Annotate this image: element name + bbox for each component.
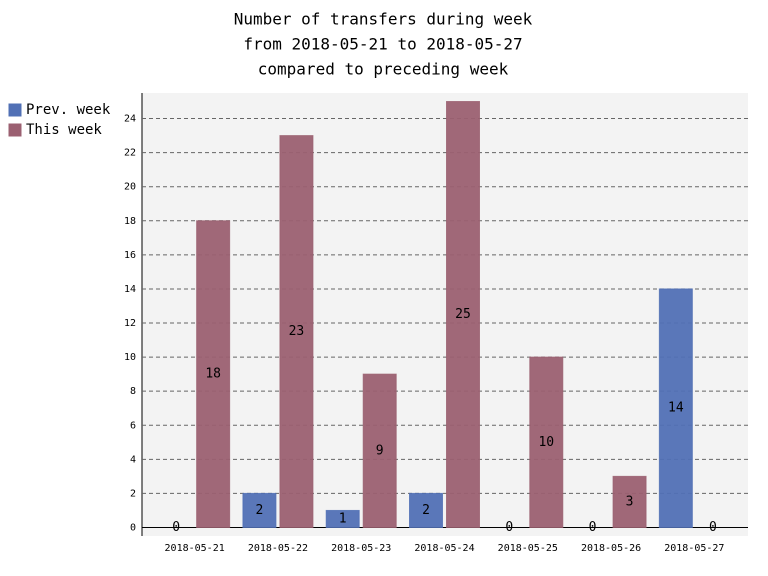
legend-swatch <box>8 103 22 117</box>
x-tick-label: 2018-05-21 <box>165 543 225 554</box>
bar <box>658 288 693 528</box>
value-label: 1 <box>339 511 347 526</box>
legend-label: This week <box>26 122 102 138</box>
x-tick-label: 2018-05-26 <box>581 543 641 554</box>
legend-label: Prev. week <box>26 102 111 118</box>
value-label: 2 <box>256 503 264 518</box>
y-tick-label: 0 <box>130 522 136 533</box>
value-label: 0 <box>709 520 717 535</box>
y-tick-label: 2 <box>130 488 136 499</box>
x-tick-label: 2018-05-27 <box>664 543 724 554</box>
value-label: 2 <box>422 503 430 518</box>
bar <box>242 492 277 528</box>
value-label: 18 <box>205 367 221 382</box>
bar <box>196 220 231 528</box>
x-tick-label: 2018-05-22 <box>248 543 308 554</box>
bar <box>325 509 360 528</box>
value-label: 3 <box>626 494 634 509</box>
y-tick-label: 14 <box>124 284 136 295</box>
y-tick-label: 24 <box>124 114 136 125</box>
y-tick-label: 22 <box>124 148 136 159</box>
x-tick-label: 2018-05-23 <box>331 543 391 554</box>
bar <box>529 356 564 528</box>
y-tick-label: 18 <box>124 216 136 227</box>
y-tick-label: 4 <box>130 454 136 465</box>
chart-title: compared to preceding week <box>258 60 509 79</box>
bar <box>279 135 314 528</box>
value-label: 9 <box>376 443 384 458</box>
bar <box>362 373 397 528</box>
bar <box>612 475 647 528</box>
value-label: 25 <box>455 307 471 322</box>
y-tick-label: 16 <box>124 250 136 261</box>
bar <box>409 492 443 528</box>
y-tick-label: 10 <box>124 352 136 363</box>
value-label: 10 <box>538 435 554 450</box>
chart-title: Number of transfers during week <box>234 10 533 29</box>
legend-swatch <box>8 123 22 137</box>
y-tick-label: 6 <box>130 420 136 431</box>
y-tick-label: 20 <box>124 182 136 193</box>
value-label: 14 <box>668 401 684 416</box>
x-tick-label: 2018-05-25 <box>498 543 558 554</box>
chart-title: from 2018-05-21 to 2018-05-27 <box>243 35 522 54</box>
y-tick-label: 8 <box>130 386 136 397</box>
y-tick-label: 12 <box>124 318 136 329</box>
bar <box>446 101 480 528</box>
value-label: 23 <box>289 324 305 339</box>
plot-background <box>142 93 748 536</box>
value-label: 0 <box>172 520 180 535</box>
x-tick-label: 2018-05-24 <box>414 543 474 554</box>
value-label: 0 <box>589 520 597 535</box>
value-label: 0 <box>505 520 513 535</box>
